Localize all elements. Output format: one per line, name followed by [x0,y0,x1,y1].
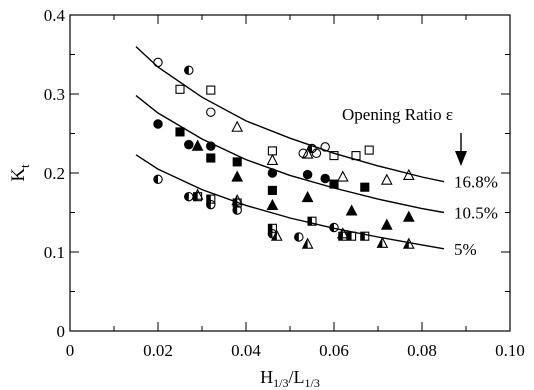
data-point [206,153,216,163]
data-markers [153,57,415,249]
fit-curves [135,46,445,250]
data-point [231,120,244,132]
data-point [329,222,339,233]
data-point [267,185,277,195]
data-point [307,216,317,226]
data-point [175,127,185,137]
data-point [360,182,370,192]
fit-curve [135,95,445,214]
data-point [301,190,314,203]
curve-labels: 16.8% 10.5% 5% [454,173,498,259]
data-point [231,170,244,182]
data-point [184,191,194,202]
y-tick-label: 0.1 [44,243,65,262]
data-point [360,231,370,241]
x-axis-label: H1/3/L1/3 [260,367,320,390]
data-point [402,210,415,222]
data-point [232,157,242,167]
data-point [336,170,349,182]
opening-ratio-annotation: Opening Ratio ε [342,105,453,124]
data-point [336,227,349,239]
data-point [301,147,314,159]
data-point [402,168,415,180]
data-point [184,65,194,76]
data-point [267,146,277,156]
curve-label: 16.8% [454,173,498,192]
x-tick-label: 0 [66,341,75,360]
curve-label: 10.5% [454,204,498,223]
x-tick-label: 0.06 [319,341,349,360]
ticks [69,14,511,332]
y-tick-label: 0 [57,322,66,341]
data-point [153,174,163,185]
data-point [364,145,374,155]
y-tick-label: 0.2 [44,164,65,183]
plot-frame [69,14,511,332]
data-point [329,151,339,161]
x-tick-label: 0.04 [231,341,261,360]
data-point [206,85,216,95]
data-point [153,57,163,68]
y-axis-label: Kt [8,164,32,182]
y-tick-label: 0.3 [44,85,65,104]
data-point [376,236,389,248]
data-point [302,169,313,180]
data-point [184,139,194,150]
y-tick-label: 0.4 [44,6,66,25]
data-point [307,143,317,154]
tick-labels: 0 0.02 0.04 0.06 0.08 0.10 0 0.1 0.2 0.3 0.4 [44,6,525,360]
data-point [294,232,304,242]
data-point [270,229,283,241]
data-point [351,151,361,161]
data-point [267,168,278,178]
data-point [175,84,185,94]
down-arrow-icon [455,133,467,166]
data-point [311,148,322,159]
data-point [191,188,204,200]
data-point [266,153,279,165]
data-point [267,223,277,233]
curve-label: 5% [454,240,477,259]
data-point [206,107,216,117]
data-point [266,198,279,210]
data-point [206,141,216,151]
fit-curve [135,154,445,250]
svg-text:Kt: Kt [8,164,32,182]
data-point [402,237,415,249]
data-point [231,194,244,206]
data-point [380,173,393,185]
data-point [320,173,330,184]
axes [69,14,511,332]
data-point [153,119,163,129]
data-point [329,179,339,189]
x-tick-label: 0.02 [143,341,173,360]
data-point [380,218,393,230]
data-point [345,204,358,216]
data-point [347,231,357,241]
x-tick-label: 0.10 [495,341,525,360]
x-tick-label: 0.08 [407,341,437,360]
data-point [301,237,314,249]
data-point [206,194,216,204]
data-point [320,142,330,152]
data-point [191,139,204,151]
